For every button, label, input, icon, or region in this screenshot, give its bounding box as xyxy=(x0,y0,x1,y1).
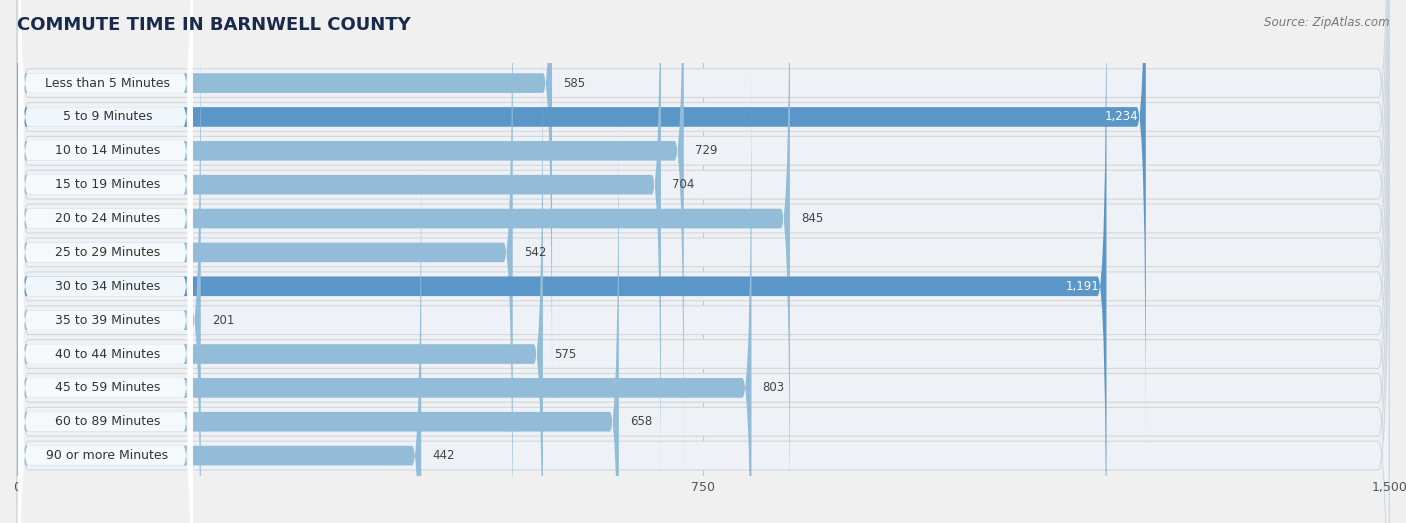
FancyBboxPatch shape xyxy=(17,30,1389,523)
FancyBboxPatch shape xyxy=(18,0,193,523)
FancyBboxPatch shape xyxy=(17,0,1389,523)
FancyBboxPatch shape xyxy=(17,0,1389,509)
FancyBboxPatch shape xyxy=(17,0,1389,523)
FancyBboxPatch shape xyxy=(17,93,619,523)
FancyBboxPatch shape xyxy=(17,0,1389,523)
FancyBboxPatch shape xyxy=(17,0,1107,523)
Text: 20 to 24 Minutes: 20 to 24 Minutes xyxy=(55,212,160,225)
FancyBboxPatch shape xyxy=(17,0,1389,523)
FancyBboxPatch shape xyxy=(18,59,193,523)
Text: 15 to 19 Minutes: 15 to 19 Minutes xyxy=(55,178,160,191)
FancyBboxPatch shape xyxy=(17,0,1389,475)
FancyBboxPatch shape xyxy=(17,0,1146,446)
FancyBboxPatch shape xyxy=(18,0,193,480)
FancyBboxPatch shape xyxy=(17,0,553,412)
Text: 90 or more Minutes: 90 or more Minutes xyxy=(46,449,169,462)
Text: Source: ZipAtlas.com: Source: ZipAtlas.com xyxy=(1264,16,1389,29)
Text: 585: 585 xyxy=(562,76,585,89)
Text: 40 to 44 Minutes: 40 to 44 Minutes xyxy=(55,347,160,360)
Text: 542: 542 xyxy=(523,246,546,259)
Text: 10 to 14 Minutes: 10 to 14 Minutes xyxy=(55,144,160,157)
FancyBboxPatch shape xyxy=(18,0,193,523)
Text: 45 to 59 Minutes: 45 to 59 Minutes xyxy=(55,381,160,394)
FancyBboxPatch shape xyxy=(18,0,193,523)
FancyBboxPatch shape xyxy=(17,0,790,523)
FancyBboxPatch shape xyxy=(18,0,193,514)
FancyBboxPatch shape xyxy=(17,0,1389,523)
FancyBboxPatch shape xyxy=(17,25,543,523)
Text: Less than 5 Minutes: Less than 5 Minutes xyxy=(45,76,170,89)
Text: 201: 201 xyxy=(212,314,235,327)
FancyBboxPatch shape xyxy=(17,0,1389,523)
FancyBboxPatch shape xyxy=(17,64,1389,523)
Text: 803: 803 xyxy=(762,381,785,394)
FancyBboxPatch shape xyxy=(17,0,683,480)
FancyBboxPatch shape xyxy=(18,0,193,523)
FancyBboxPatch shape xyxy=(18,0,193,446)
FancyBboxPatch shape xyxy=(17,0,1389,523)
FancyBboxPatch shape xyxy=(18,0,193,412)
Text: COMMUTE TIME IN BARNWELL COUNTY: COMMUTE TIME IN BARNWELL COUNTY xyxy=(17,16,411,33)
FancyBboxPatch shape xyxy=(17,0,513,523)
Text: 1,234: 1,234 xyxy=(1105,110,1139,123)
Text: 25 to 29 Minutes: 25 to 29 Minutes xyxy=(55,246,160,259)
Text: 5 to 9 Minutes: 5 to 9 Minutes xyxy=(63,110,152,123)
Text: 575: 575 xyxy=(554,347,576,360)
FancyBboxPatch shape xyxy=(17,127,422,523)
FancyBboxPatch shape xyxy=(17,0,661,514)
FancyBboxPatch shape xyxy=(17,59,751,523)
Text: 442: 442 xyxy=(432,449,454,462)
FancyBboxPatch shape xyxy=(18,25,193,523)
Text: 729: 729 xyxy=(695,144,717,157)
Text: 1,191: 1,191 xyxy=(1066,280,1099,293)
Text: 35 to 39 Minutes: 35 to 39 Minutes xyxy=(55,314,160,327)
FancyBboxPatch shape xyxy=(17,0,201,523)
Text: 60 to 89 Minutes: 60 to 89 Minutes xyxy=(55,415,160,428)
Text: 845: 845 xyxy=(801,212,823,225)
Text: 658: 658 xyxy=(630,415,652,428)
FancyBboxPatch shape xyxy=(18,127,193,523)
FancyBboxPatch shape xyxy=(17,0,1389,523)
Text: 704: 704 xyxy=(672,178,695,191)
FancyBboxPatch shape xyxy=(18,93,193,523)
Text: 30 to 34 Minutes: 30 to 34 Minutes xyxy=(55,280,160,293)
